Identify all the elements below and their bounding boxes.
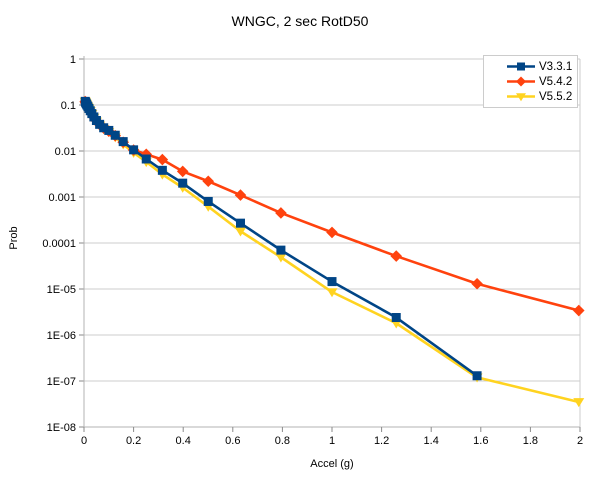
chart-title: WNGC, 2 sec RotD50 [231, 13, 369, 29]
series-line-V5.5.2 [84, 101, 580, 404]
x-tick-label: 1.8 [523, 435, 538, 447]
y-tick-label: 1E-05 [47, 284, 76, 296]
y-tick-label: 1E-07 [47, 376, 76, 388]
marker-triangle-down [234, 227, 246, 237]
marker-square [104, 125, 114, 135]
legend-label: V3.3.1 [539, 60, 573, 73]
marker-triangle-down [275, 253, 287, 263]
marker-diamond [202, 175, 215, 188]
x-axis-title: Accel (g) [310, 458, 354, 470]
axis-ticks [79, 58, 581, 432]
legend-item-V3.3.1: V3.3.1 [484, 59, 577, 74]
marker-diamond [176, 165, 189, 178]
marker-triangle-down [326, 288, 338, 298]
marker-square [178, 178, 188, 188]
y-axis-title: Prob [8, 226, 20, 250]
legend-marker-square [517, 62, 525, 71]
y-tick-label: 0.0001 [42, 238, 76, 250]
marker-square [157, 165, 167, 175]
marker-square [141, 154, 151, 164]
marker-square [391, 313, 401, 323]
legend-label: V5.5.2 [539, 90, 573, 103]
legend: V3.3.1 V5.4.2 V5.5.2 [483, 55, 578, 108]
marker-diamond [275, 207, 287, 219]
x-tick-label: 1.2 [374, 435, 389, 447]
series-V5.5.2 [79, 97, 585, 408]
marker-square [203, 196, 213, 206]
x-tick-label: 0.4 [176, 435, 191, 447]
marker-diamond [471, 277, 483, 290]
marker-square [110, 130, 120, 140]
marker-square [276, 245, 286, 255]
marker-square [99, 123, 109, 133]
marker-diamond [156, 153, 169, 166]
legend-swatch-V3.3.1 [507, 62, 535, 71]
legend-swatch-V5.4.2 [507, 76, 535, 87]
y-gridlines [84, 58, 580, 428]
marker-square [129, 145, 139, 155]
y-tick-label: 1E-06 [47, 330, 76, 342]
x-tick-label: 2 [577, 435, 583, 447]
marker-diamond [572, 304, 585, 317]
series-V3.3.1 [80, 96, 482, 381]
marker-diamond [390, 250, 403, 262]
legend-swatch-V5.5.2 [507, 93, 535, 102]
x-tick-label: 0.6 [225, 435, 240, 447]
marker-square [235, 218, 245, 228]
y-tick-label: 0.001 [48, 192, 76, 204]
legend-item-V5.5.2: V5.5.2 [484, 89, 577, 104]
x-tick-label: 0.2 [126, 435, 141, 447]
y-tick-label: 1E-08 [47, 422, 76, 434]
x-tick-label: 0 [81, 435, 87, 447]
x-tick-label: 1.6 [473, 435, 488, 447]
marker-square [472, 371, 482, 381]
legend-label: V5.4.2 [539, 75, 573, 88]
marker-diamond [234, 189, 247, 201]
y-tick-label: 0.01 [55, 146, 76, 158]
x-tick-label: 1.4 [424, 435, 439, 447]
y-tick-label: 1 [70, 54, 76, 66]
legend-marker-diamond [516, 76, 526, 87]
marker-square [118, 137, 128, 147]
legend-item-V5.4.2: V5.4.2 [484, 74, 577, 89]
x-tick-label: 1 [329, 435, 335, 447]
tick-labels: 1 0.1 0.01 0.001 0.0001 1E-05 1E-06 1E-07 1E-08 0… [42, 54, 583, 447]
x-tick-label: 0.8 [275, 435, 290, 447]
y-tick-label: 0.1 [61, 100, 76, 112]
legend-marker-triangle-down [516, 93, 526, 102]
marker-square [327, 277, 337, 287]
marker-diamond [326, 226, 338, 239]
marker-diamond [140, 148, 153, 161]
marker-triangle-down [573, 398, 585, 408]
